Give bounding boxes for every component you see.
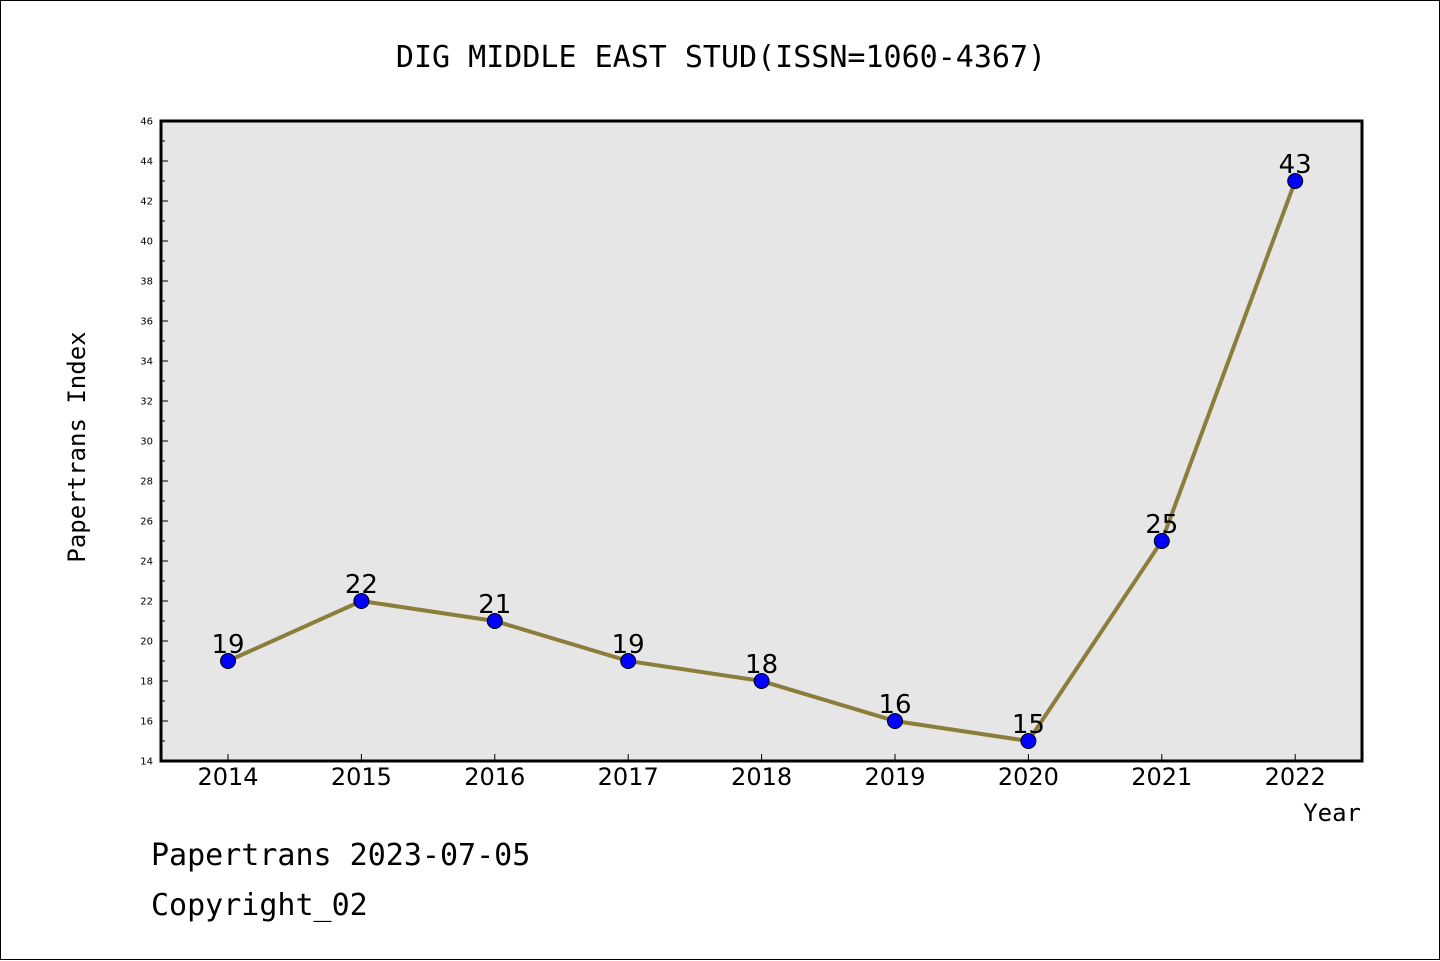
x-tick-label: 2017 [598,763,659,791]
data-label: 22 [345,570,378,600]
y-tick-label: 46 [140,117,153,128]
data-point [220,653,236,669]
x-tick-label: 2021 [1131,763,1192,791]
y-tick-label: 38 [140,277,153,288]
data-label: 19 [211,630,244,660]
y-tick-label: 28 [140,477,153,488]
plot-area [161,121,1362,761]
x-tick-label: 2018 [731,763,792,791]
x-tick-label: 2016 [464,763,525,791]
data-point [1153,533,1170,549]
x-axis-ticks: 2014 2015 2016 2017 2018 2019 2020 2021 2022 [197,754,1326,791]
x-tick-label: 2020 [998,763,1059,791]
data-point [620,653,637,669]
y-tick-label: 24 [140,557,153,568]
data-label: 25 [1145,510,1178,540]
y-tick-label: 40 [140,237,153,248]
y-tick-label: 32 [140,397,153,408]
y-tick-label: 42 [140,197,153,208]
y-tick-label: 36 [140,317,153,328]
x-tick-label: 2014 [197,763,258,791]
y-axis-label: Papertrans Index [63,331,91,562]
y-tick-label: 16 [140,717,153,728]
y-tick-label: 18 [140,677,153,688]
y-tick-label: 44 [140,157,153,168]
copyright-text: Copyright_02 [151,888,368,923]
plot-border [159,119,1364,763]
data-label: 21 [478,590,511,620]
data-label: 43 [1279,150,1312,180]
data-point [753,673,770,689]
data-point [486,613,503,629]
y-tick-label: 22 [140,597,153,608]
x-tick-label: 2019 [864,763,925,791]
source-date-text: Papertrans 2023-07-05 [151,838,530,873]
data-label: 18 [745,650,778,680]
y-tick-label: 20 [140,637,153,648]
data-point [1287,173,1304,189]
data-point [1020,733,1037,749]
series-layer: 19 22 21 19 18 16 15 25 43 [211,150,1312,749]
x-tick-label: 2015 [331,763,392,791]
y-tick-label: 30 [140,437,153,448]
chart-title: DIG MIDDLE EAST STUD(ISSN=1060-4367) [396,40,1046,75]
data-point [353,593,370,609]
data-label: 19 [612,630,645,660]
x-tick-label: 2022 [1265,763,1326,791]
y-tick-label: 34 [140,357,153,368]
data-label: 15 [1012,710,1045,740]
data-label: 16 [878,690,911,720]
y-tick-label: 14 [140,757,153,768]
x-axis-label: Year [1303,799,1361,827]
y-tick-label: 26 [140,517,153,528]
data-point [887,713,903,729]
